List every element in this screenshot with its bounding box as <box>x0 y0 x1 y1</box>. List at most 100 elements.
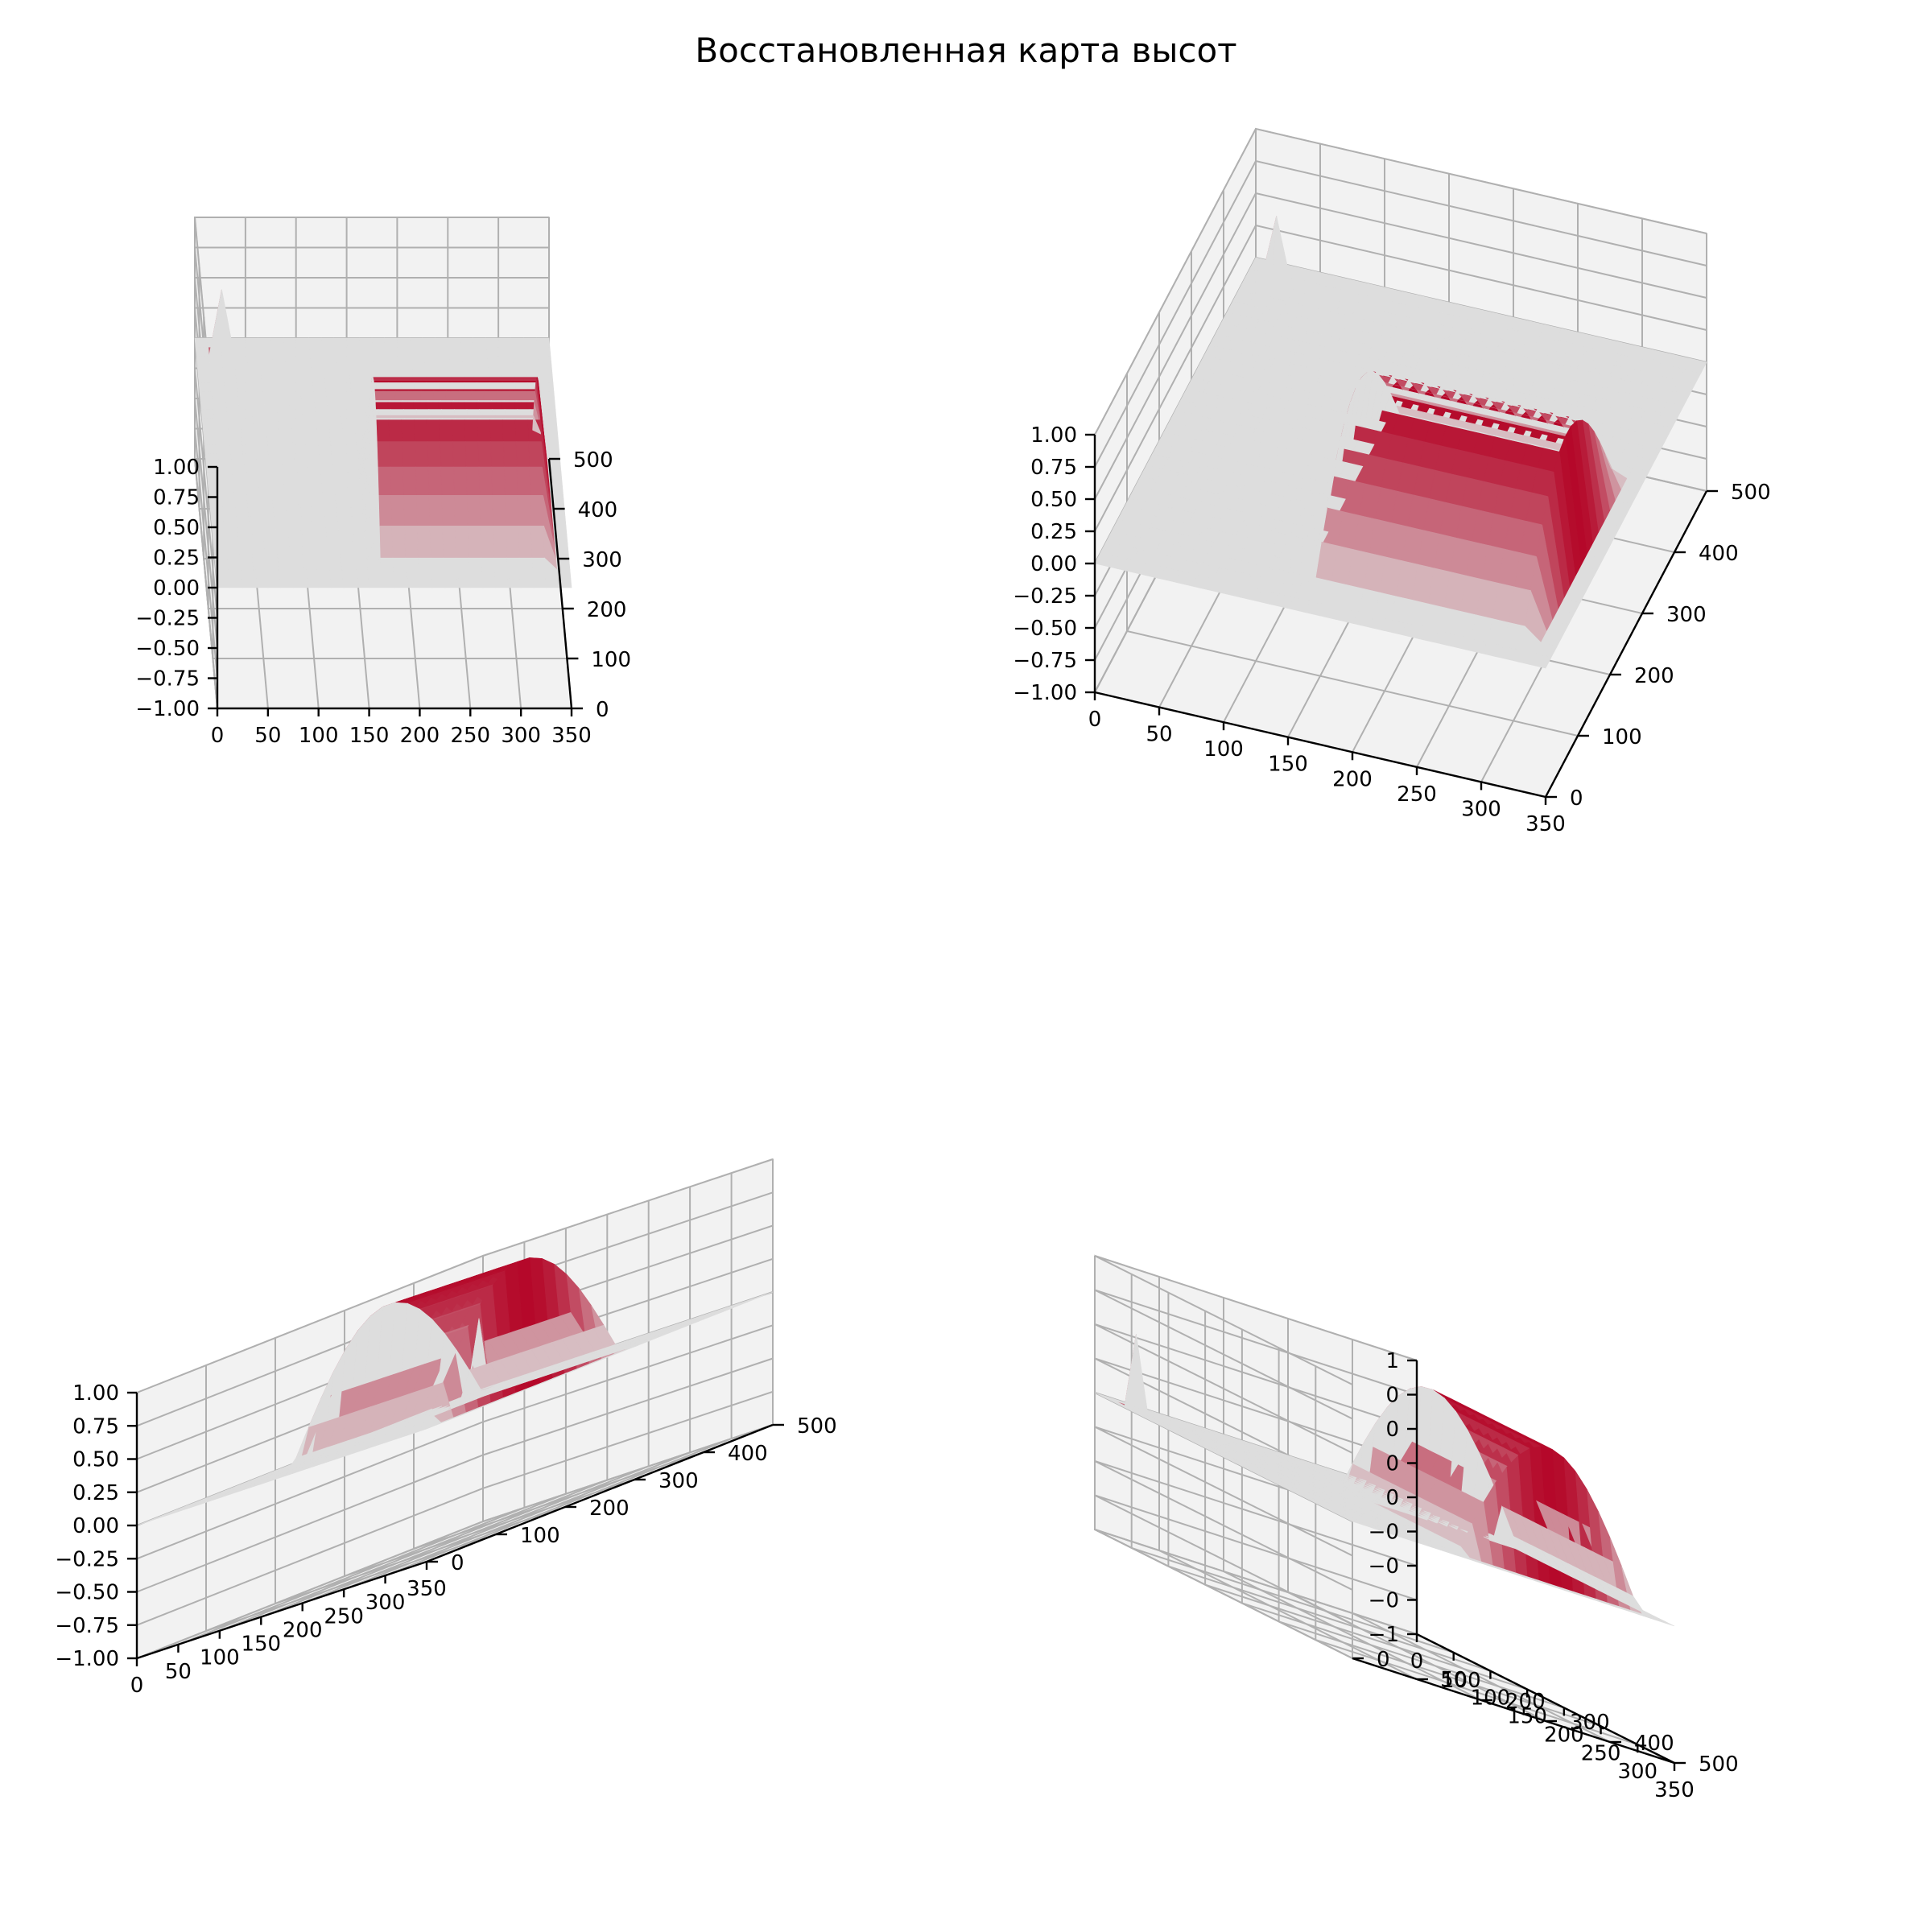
surface-facet <box>464 419 479 442</box>
surface-facet <box>539 373 554 383</box>
surface-facet <box>374 364 389 374</box>
surface-facet <box>321 480 336 490</box>
surface-facet <box>419 578 433 588</box>
gridline-z <box>1094 1357 1418 1488</box>
surface-facet <box>291 427 306 437</box>
x-tick-label: 250 <box>1581 1741 1621 1765</box>
surface-facet <box>530 525 545 559</box>
surface-facet <box>250 400 265 410</box>
gridline-z <box>1094 1460 1418 1591</box>
surface-facet <box>465 466 481 496</box>
surface-facet <box>221 497 236 508</box>
surface-facet <box>479 494 494 526</box>
surface-facet <box>492 494 506 526</box>
surface-facet <box>536 346 551 357</box>
surface-facet <box>311 364 325 374</box>
y-tick-label: 500 <box>573 448 613 473</box>
surface-facet <box>254 578 269 588</box>
y-tick-label: 100 <box>591 648 631 672</box>
surface-facet <box>380 578 395 588</box>
surface-facet <box>426 419 441 442</box>
surface-facet <box>540 391 555 401</box>
surface-facet <box>401 419 415 442</box>
surface-facet <box>336 516 352 526</box>
surface-facet <box>202 427 217 437</box>
surface-facet <box>389 441 404 468</box>
surface-facet <box>275 400 291 410</box>
surface-facet <box>340 409 354 419</box>
surface-facet <box>475 364 489 374</box>
surface-facet <box>320 471 335 481</box>
x-tick-label: 350 <box>551 724 592 748</box>
surface-facet <box>307 462 321 473</box>
surface-facet <box>218 462 233 473</box>
x-tick-label: 50 <box>1440 1668 1467 1692</box>
surface-facet <box>499 355 514 365</box>
surface-facet <box>473 346 488 357</box>
surface-facet <box>276 543 291 553</box>
surface-facet <box>487 355 502 365</box>
surface-facet <box>349 373 364 383</box>
surface-facet <box>347 489 361 499</box>
surface-facet <box>418 557 432 580</box>
x-tick-label: 250 <box>450 724 490 748</box>
surface-facet <box>348 355 362 365</box>
surface-facet <box>447 337 462 348</box>
surface-facet <box>250 543 266 553</box>
surface-facet <box>338 391 353 401</box>
surface-facet <box>334 346 349 357</box>
surface-facet <box>282 471 297 481</box>
surface-facet <box>542 409 557 419</box>
surface-facet <box>398 355 413 365</box>
surface-facet <box>330 444 345 455</box>
surface-facet <box>375 419 390 442</box>
surface-facet <box>531 557 546 580</box>
surface-facet <box>324 382 340 392</box>
surface-facet <box>254 436 268 446</box>
surface-facet <box>295 337 310 348</box>
surface-facet <box>304 436 319 446</box>
surface-plot-3: 05010015020025030035001002003004005001.0… <box>55 1158 837 1698</box>
surface-facet <box>223 373 237 383</box>
surface-facet <box>258 489 273 499</box>
surface-facet <box>477 441 493 468</box>
surface-facet <box>241 436 256 446</box>
y-tick-label: 0 <box>451 1551 464 1575</box>
surface-facet <box>490 441 505 468</box>
surface-facet <box>216 578 231 588</box>
surface-facet <box>430 557 445 580</box>
surface-facet <box>136 1517 160 1526</box>
surface-facet <box>246 497 262 508</box>
y-tick-label: 300 <box>658 1469 699 1493</box>
surface-facet <box>203 436 218 446</box>
surface-facet <box>260 507 275 517</box>
surface-facet <box>371 337 386 348</box>
z-tick-label: 0 <box>1385 1418 1399 1442</box>
surface-facet <box>1529 653 1552 669</box>
surface-facet <box>245 337 259 348</box>
surface-facet <box>287 391 303 401</box>
surface-facet <box>246 346 260 357</box>
z-tick-label: 0.75 <box>72 1414 119 1439</box>
surface-facet <box>386 364 401 374</box>
surface-facet <box>255 453 270 464</box>
x-axis-line <box>1416 1633 1675 1765</box>
surface-facet <box>510 337 525 348</box>
surface-facet <box>523 337 538 348</box>
surface-facet <box>327 409 342 419</box>
surface-facet <box>246 489 261 499</box>
z-tick-label: −0.75 <box>55 1614 119 1638</box>
surface-facet <box>411 364 427 374</box>
surface-facet <box>402 441 416 468</box>
surface-facet <box>388 419 403 442</box>
surface-facet <box>399 364 414 374</box>
surface-facet <box>427 441 442 468</box>
surface-facet <box>346 480 361 490</box>
surface-facet <box>290 418 305 428</box>
surface-facet <box>266 436 281 446</box>
surface-facet <box>225 400 240 410</box>
x-tick-label: 200 <box>283 1618 323 1642</box>
x-tick-label: 0 <box>211 724 225 748</box>
surface-facet <box>299 516 314 526</box>
surface-facet <box>246 355 261 365</box>
